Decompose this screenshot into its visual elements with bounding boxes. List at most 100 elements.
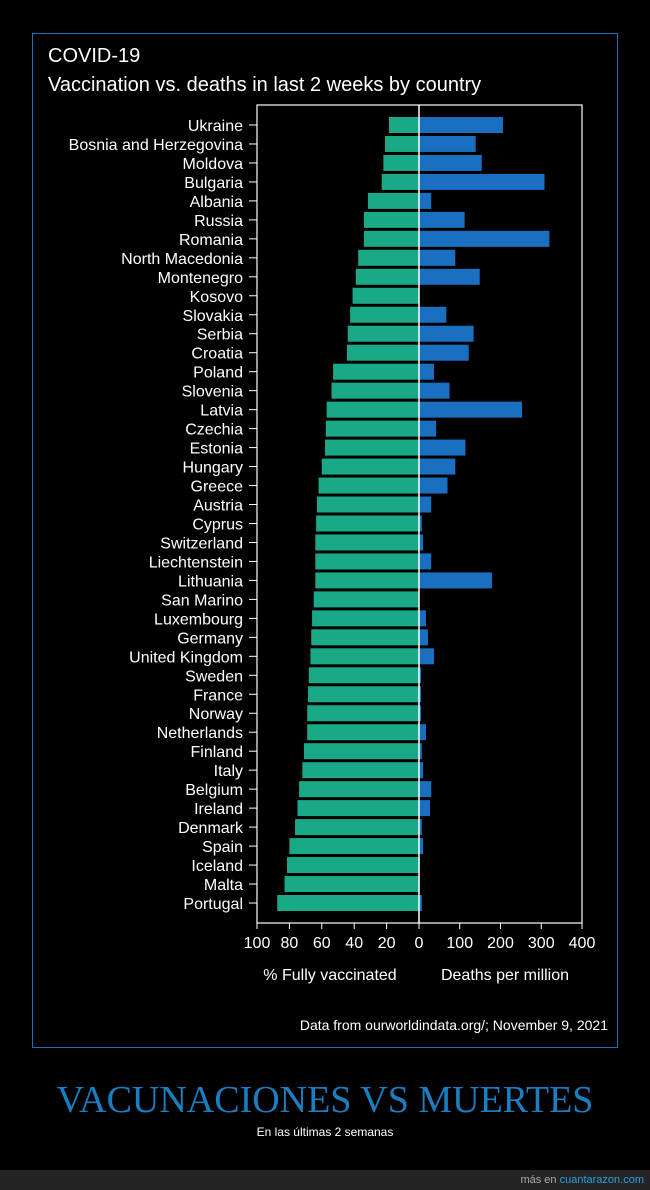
x-tick-label: 0 <box>415 935 424 952</box>
chart-source: Data from ourworldindata.org/; November … <box>299 1017 608 1033</box>
y-tick-label: Luxembourg <box>154 611 243 628</box>
vaccinated-bar <box>367 192 419 209</box>
deaths-bar <box>419 401 523 418</box>
deaths-bar <box>419 553 432 570</box>
vaccinated-bar <box>355 268 419 285</box>
y-tick-label: Montenegro <box>158 270 243 287</box>
deaths-bar <box>419 325 474 342</box>
vaccinated-bar <box>303 743 419 760</box>
deaths-bar <box>419 306 447 323</box>
y-tick-label: Iceland <box>191 858 243 875</box>
vaccinated-bar <box>384 135 419 152</box>
x-tick-label: 80 <box>281 935 299 952</box>
deaths-bar <box>419 838 424 855</box>
y-tick-label: Switzerland <box>160 535 243 552</box>
deaths-bar <box>419 534 424 551</box>
y-tick-label: Greece <box>191 479 244 496</box>
deaths-bar <box>419 211 465 228</box>
x-tick-label: 60 <box>313 935 331 952</box>
chart-plot: Ukraine Bosnia and Herzegovina Moldova Bulg… <box>69 104 596 984</box>
deaths-bar <box>419 895 422 911</box>
y-tick-label: Netherlands <box>157 725 243 742</box>
y-tick-label: Bosnia and Herzegovina <box>69 137 243 154</box>
deaths-bar <box>419 173 545 190</box>
deaths-bar <box>419 667 422 684</box>
vaccinated-bar <box>331 382 419 399</box>
deaths-bar <box>419 268 480 285</box>
vaccinated-bar <box>383 154 419 171</box>
vaccinated-bar <box>277 895 419 911</box>
vaccinated-bar <box>358 249 419 266</box>
vaccinated-bar <box>284 876 419 893</box>
y-tick-label: Ireland <box>194 801 243 818</box>
y-tick-label: Croatia <box>191 346 243 363</box>
y-tick-label: Romania <box>179 232 243 249</box>
footer-prefix: más en <box>520 1174 557 1186</box>
vaccinated-bar <box>325 439 419 456</box>
y-tick-label: Spain <box>202 839 243 856</box>
y-tick-label: Lithuania <box>178 573 243 590</box>
deaths-bar <box>419 477 448 494</box>
y-tick-label: Bulgaria <box>184 175 243 192</box>
vaccinated-bar <box>316 515 419 532</box>
x-tick-label: 200 <box>487 935 514 952</box>
y-tick-label: Estonia <box>190 441 243 458</box>
y-tick-label: Denmark <box>178 820 244 837</box>
deaths-bar <box>419 572 492 589</box>
vaccinated-bar <box>318 477 419 494</box>
y-tick-label: Sweden <box>185 668 243 685</box>
vaccinated-bar <box>363 230 419 247</box>
x-tick-label: 300 <box>528 935 555 952</box>
caption-subline: En las últimas 2 semanas <box>256 1125 394 1139</box>
deaths-bar <box>419 496 432 513</box>
deaths-bar <box>419 515 422 532</box>
y-tick-label: Cyprus <box>192 516 243 533</box>
deaths-bar <box>419 819 422 836</box>
deaths-bar <box>419 230 550 247</box>
vaccinated-bar <box>325 420 419 437</box>
deaths-bar <box>419 610 426 627</box>
y-tick-label: Finland <box>191 744 243 761</box>
vaccinated-bar <box>313 591 419 608</box>
vaccinated-bar <box>302 762 419 779</box>
vaccinated-bar <box>289 838 419 855</box>
deaths-bar <box>419 363 435 380</box>
vaccinated-bar <box>311 629 419 646</box>
y-tick-label: Italy <box>214 763 243 780</box>
y-tick-label: Slovakia <box>183 308 244 325</box>
deaths-bar <box>419 458 456 475</box>
deaths-bar <box>419 117 503 133</box>
vaccinated-bar <box>307 705 419 722</box>
vaccinated-bar <box>350 306 419 323</box>
chart-title: COVID-19 <box>48 45 141 67</box>
x-tick-label: 100 <box>446 935 473 952</box>
vaccinated-bar <box>310 648 419 665</box>
footer-site-link[interactable]: cuantarazon.com <box>559 1174 644 1186</box>
vaccinated-bar <box>307 724 419 741</box>
caption-headline: VACUNACIONES VS MUERTES <box>56 1079 594 1121</box>
y-tick-label: Serbia <box>197 327 243 344</box>
y-tick-label: Latvia <box>200 403 243 420</box>
vaccinated-bar <box>308 686 419 703</box>
deaths-bar <box>419 800 431 817</box>
y-tick-label: Slovenia <box>182 384 243 401</box>
deaths-bar <box>419 686 422 703</box>
y-tick-label: San Marino <box>161 592 243 609</box>
vaccinated-bar <box>297 800 419 817</box>
vaccinated-bar <box>308 667 419 684</box>
x-axis-label-left: % Fully vaccinated <box>263 967 396 984</box>
y-tick-label: Hungary <box>183 460 243 477</box>
deaths-bar <box>419 420 437 437</box>
deaths-bar <box>419 781 432 798</box>
vaccinated-bar <box>363 211 419 228</box>
deaths-bar <box>419 135 476 152</box>
deaths-bar <box>419 724 426 741</box>
x-tick-label: 400 <box>569 935 596 952</box>
y-tick-label: Ukraine <box>188 118 243 135</box>
vaccinated-bar <box>312 610 419 627</box>
deaths-bar <box>419 705 422 722</box>
vaccinated-bar <box>315 572 419 589</box>
y-tick-label: Liechtenstein <box>149 554 243 571</box>
deaths-bar <box>419 439 466 456</box>
deaths-bar <box>419 249 456 266</box>
